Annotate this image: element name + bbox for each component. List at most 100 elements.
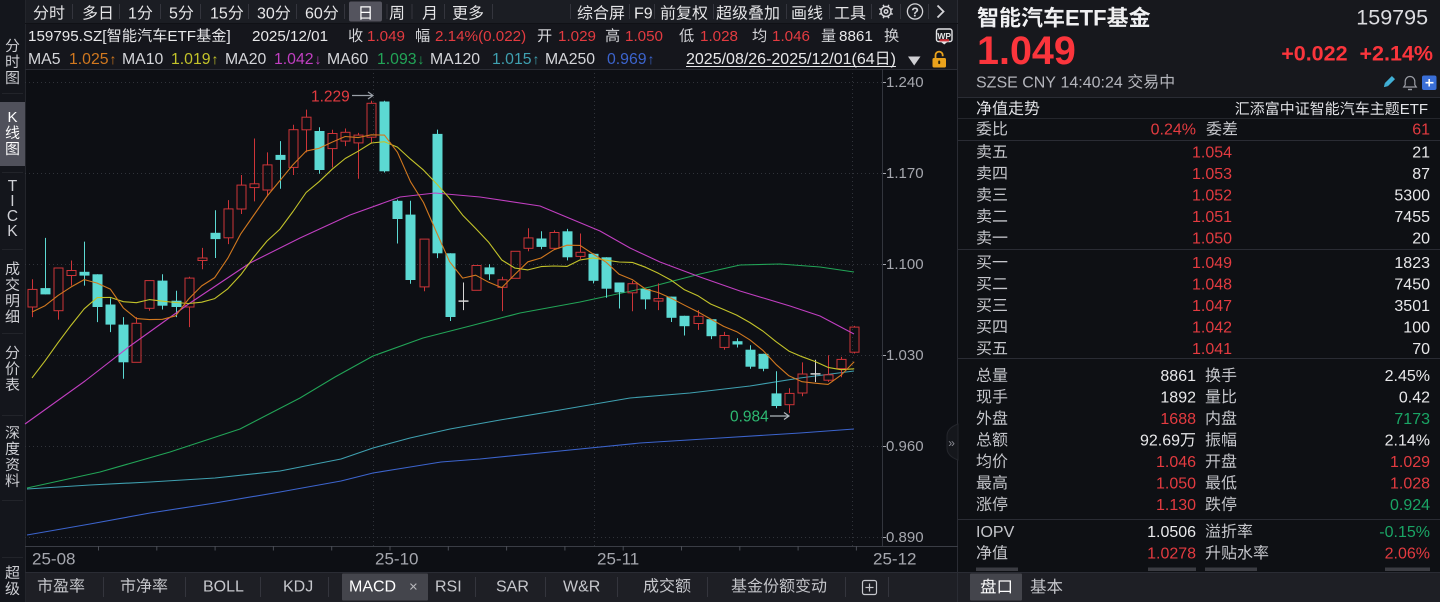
svg-text:W&R: W&R: [563, 579, 600, 596]
svg-text:2025/08/26-2025/12/01(64: 2025/08/26-2025/12/01(64: [686, 51, 875, 68]
svg-text:1823: 1823: [1394, 255, 1430, 272]
svg-text:1.053: 1.053: [1192, 166, 1232, 183]
svg-text:SZSE: SZSE: [976, 75, 1018, 92]
svg-text:5: 5: [169, 6, 178, 23]
svg-text:25-08: 25-08: [32, 550, 75, 569]
svg-text:7455: 7455: [1394, 209, 1430, 226]
svg-text:ETF: ETF: [167, 28, 196, 45]
svg-text:↓: ↓: [418, 51, 425, 67]
svg-text:RSI: RSI: [435, 579, 462, 596]
svg-text:2.06%: 2.06%: [1385, 545, 1430, 562]
svg-text:0.969: 0.969: [607, 51, 647, 68]
svg-text:MA10: MA10: [122, 51, 163, 68]
svg-text:87: 87: [1412, 166, 1430, 183]
svg-text:1.049: 1.049: [367, 28, 405, 45]
svg-text:MACD: MACD: [349, 579, 396, 596]
svg-text:2025/12/01: 2025/12/01: [252, 28, 328, 45]
svg-text:1.054: 1.054: [1192, 144, 1232, 161]
svg-text:F9: F9: [634, 6, 653, 23]
svg-text:BOLL: BOLL: [203, 579, 244, 596]
svg-text:7450: 7450: [1394, 276, 1430, 293]
svg-text:↑: ↑: [533, 51, 540, 67]
svg-text:1.030: 1.030: [886, 347, 924, 364]
svg-text:25-12: 25-12: [873, 550, 916, 569]
svg-text:1.049: 1.049: [977, 29, 1076, 73]
svg-text:1.0506: 1.0506: [1147, 524, 1196, 541]
svg-text:1.0278: 1.0278: [1147, 545, 1196, 562]
svg-text:100: 100: [1403, 319, 1430, 336]
svg-text:1.028: 1.028: [1390, 475, 1430, 492]
svg-text:): ): [891, 51, 896, 68]
svg-text:0.960: 0.960: [886, 438, 924, 455]
svg-text:2.45%: 2.45%: [1385, 368, 1430, 385]
svg-text:1.047: 1.047: [1192, 298, 1232, 315]
svg-text:»: »: [948, 436, 955, 450]
svg-text:ETF: ETF: [1065, 6, 1107, 31]
svg-text:K: K: [8, 109, 18, 126]
svg-text:MA120: MA120: [430, 51, 480, 68]
svg-text:1892: 1892: [1160, 389, 1196, 406]
svg-text:KDJ: KDJ: [283, 579, 313, 596]
svg-text:MA60: MA60: [327, 51, 368, 68]
svg-text:1.051: 1.051: [1192, 209, 1232, 226]
svg-text:1.048: 1.048: [1192, 276, 1232, 293]
svg-text:0.42: 0.42: [1399, 389, 1430, 406]
svg-text:1.042: 1.042: [1192, 319, 1232, 336]
svg-text:1.046: 1.046: [772, 28, 810, 45]
svg-text:8861: 8861: [1160, 368, 1196, 385]
svg-text:1.100: 1.100: [886, 256, 924, 273]
svg-text:?: ?: [911, 5, 919, 19]
svg-text:1688: 1688: [1160, 411, 1196, 428]
svg-text:25-10: 25-10: [375, 550, 418, 569]
svg-text:WP: WP: [937, 31, 951, 41]
svg-text:T: T: [8, 178, 18, 195]
svg-text:MA250: MA250: [545, 51, 595, 68]
svg-text:0.24%: 0.24%: [1151, 122, 1196, 139]
svg-text:IOPV: IOPV: [976, 524, 1015, 541]
svg-text:20: 20: [1412, 230, 1430, 247]
svg-text:1.029: 1.029: [558, 28, 596, 45]
svg-text:5300: 5300: [1394, 187, 1430, 204]
svg-text:159795.SZ[: 159795.SZ[: [28, 28, 107, 45]
svg-text:159795: 159795: [1356, 6, 1428, 30]
svg-text:1.015: 1.015: [492, 51, 532, 68]
svg-text:14:40:24: 14:40:24: [1061, 75, 1123, 92]
svg-text:1.050: 1.050: [1156, 475, 1196, 492]
svg-text:2.14%(0.022): 2.14%(0.022): [435, 28, 526, 45]
svg-text:1.042: 1.042: [274, 51, 314, 68]
svg-text:61: 61: [1412, 122, 1430, 139]
svg-text:×: ×: [409, 579, 418, 596]
svg-text:1.130: 1.130: [1156, 497, 1196, 514]
svg-text:1.025: 1.025: [69, 51, 109, 68]
svg-text:1.229: 1.229: [311, 89, 350, 106]
svg-text:30: 30: [257, 6, 275, 23]
svg-text:1.170: 1.170: [886, 165, 924, 182]
svg-text:70: 70: [1412, 341, 1430, 358]
svg-text:1.240: 1.240: [886, 74, 924, 91]
svg-text:7173: 7173: [1394, 411, 1430, 428]
svg-text:1.052: 1.052: [1192, 187, 1232, 204]
svg-text:1.049: 1.049: [1192, 255, 1232, 272]
svg-text:↑: ↑: [110, 51, 117, 67]
svg-text:MA5: MA5: [28, 51, 61, 68]
svg-text:+2.14%: +2.14%: [1360, 42, 1434, 66]
svg-text:↑: ↑: [212, 51, 219, 67]
svg-text:25-11: 25-11: [597, 550, 639, 569]
svg-text:CNY: CNY: [1022, 75, 1056, 92]
svg-text:I: I: [10, 193, 14, 210]
svg-text:1.046: 1.046: [1156, 454, 1196, 471]
svg-text:MA20: MA20: [225, 51, 266, 68]
svg-text:92.69: 92.69: [1140, 432, 1180, 449]
svg-text:1.019: 1.019: [171, 51, 211, 68]
svg-text:C: C: [7, 208, 18, 225]
svg-text:21: 21: [1412, 144, 1430, 161]
svg-text:1.028: 1.028: [700, 28, 738, 45]
svg-text:0.924: 0.924: [1390, 497, 1430, 514]
svg-text:SAR: SAR: [496, 579, 529, 596]
svg-text:8861: 8861: [839, 28, 873, 45]
svg-text:1.093: 1.093: [377, 51, 417, 68]
svg-text:3501: 3501: [1394, 298, 1430, 315]
svg-text:1.041: 1.041: [1192, 341, 1232, 358]
svg-text:-0.15%: -0.15%: [1379, 524, 1430, 541]
svg-text:1: 1: [128, 6, 137, 23]
